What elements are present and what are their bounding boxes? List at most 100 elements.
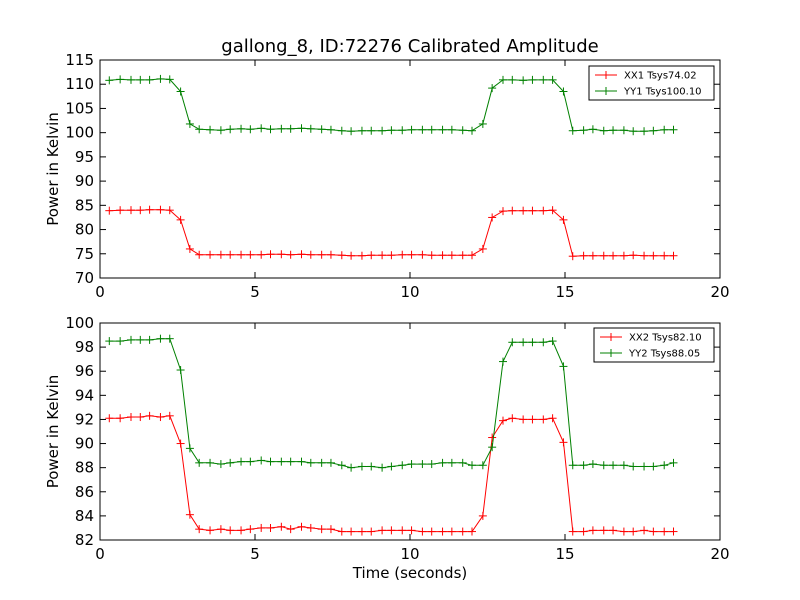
data-point	[499, 357, 507, 366]
data-point	[559, 438, 568, 447]
data-point	[458, 251, 467, 260]
y-tick-label: 100	[65, 124, 94, 142]
x-axis-label: Time (seconds)	[352, 564, 468, 582]
data-point	[548, 75, 557, 84]
data-point	[398, 526, 407, 535]
data-point	[206, 526, 215, 535]
data-point	[488, 213, 497, 222]
data-point	[579, 527, 588, 536]
data-point	[407, 125, 416, 134]
data-point	[116, 206, 125, 215]
data-point	[519, 415, 528, 424]
data-point	[640, 127, 649, 136]
data-point	[105, 414, 114, 423]
data-point	[337, 251, 346, 260]
data-point	[176, 215, 185, 224]
data-point	[669, 125, 678, 134]
data-point	[508, 75, 517, 84]
data-point	[619, 527, 628, 536]
data-point	[478, 511, 487, 520]
data-point	[145, 335, 154, 344]
data-point	[165, 206, 174, 215]
data-point	[277, 124, 286, 133]
legend-label: YY2 Tsys88.05	[628, 349, 700, 360]
data-point	[127, 206, 135, 215]
data-point	[649, 462, 658, 471]
data-point	[127, 413, 135, 422]
data-point	[579, 251, 588, 260]
data-point	[418, 460, 427, 469]
x-tick-label: 5	[250, 545, 260, 563]
data-point	[468, 461, 476, 470]
data-point	[629, 462, 638, 471]
data-point	[367, 462, 376, 471]
data-point	[528, 75, 537, 84]
data-point	[568, 252, 577, 261]
data-point	[277, 250, 286, 259]
data-point	[387, 462, 396, 471]
data-point	[599, 126, 608, 135]
legend-label: YY1 Tsys100.10	[623, 87, 702, 98]
data-point	[226, 125, 235, 134]
data-point	[116, 337, 125, 346]
y-tick-label: 85	[75, 196, 94, 214]
data-point	[347, 127, 356, 136]
data-point	[548, 337, 557, 346]
data-point	[156, 74, 165, 83]
data-point	[488, 433, 497, 442]
data-point	[127, 335, 135, 344]
data-point	[619, 251, 628, 260]
data-point	[407, 250, 416, 259]
data-point	[136, 75, 145, 84]
data-point	[438, 125, 447, 134]
data-point	[499, 75, 507, 84]
data-point	[266, 457, 275, 466]
y-axis-label: Power in Kelvin	[44, 112, 62, 226]
x-tick-label: 10	[400, 283, 419, 301]
data-point	[619, 126, 628, 135]
data-point	[640, 462, 649, 471]
data-point	[257, 124, 266, 133]
y-tick-label: 82	[75, 531, 94, 549]
data-point	[357, 462, 366, 471]
data-point	[105, 337, 114, 346]
data-point	[398, 461, 407, 470]
data-point	[216, 250, 225, 259]
data-point	[297, 250, 306, 259]
data-point	[649, 527, 658, 536]
data-point	[660, 461, 669, 470]
data-point	[297, 522, 306, 531]
data-point	[568, 527, 577, 536]
legend: XX1 Tsys74.02 YY1 Tsys100.10	[588, 65, 715, 101]
data-point	[237, 250, 246, 259]
data-point	[528, 415, 537, 424]
data-point	[528, 338, 537, 347]
data-point	[519, 76, 528, 85]
data-point	[609, 461, 618, 470]
data-point	[438, 251, 447, 260]
data-point	[649, 126, 658, 135]
y-tick-label: 94	[75, 386, 94, 404]
data-point	[588, 460, 597, 469]
data-point	[539, 338, 548, 347]
data-point	[136, 413, 145, 422]
data-point	[257, 250, 266, 259]
data-point	[317, 525, 326, 534]
data-point	[418, 125, 427, 134]
data-point	[640, 251, 649, 260]
legend-label: XX1 Tsys74.02	[624, 71, 697, 82]
data-point	[458, 527, 467, 536]
data-point	[609, 126, 618, 135]
data-point	[306, 523, 315, 532]
plot-frame	[99, 59, 721, 279]
data-point	[297, 124, 306, 133]
data-point	[640, 526, 649, 535]
data-point	[548, 414, 557, 423]
data-point	[156, 205, 165, 214]
data-point	[216, 525, 225, 534]
data-point	[588, 125, 597, 134]
data-point	[378, 463, 387, 472]
data-point	[145, 75, 154, 84]
data-point	[165, 334, 174, 343]
data-point	[629, 251, 638, 260]
